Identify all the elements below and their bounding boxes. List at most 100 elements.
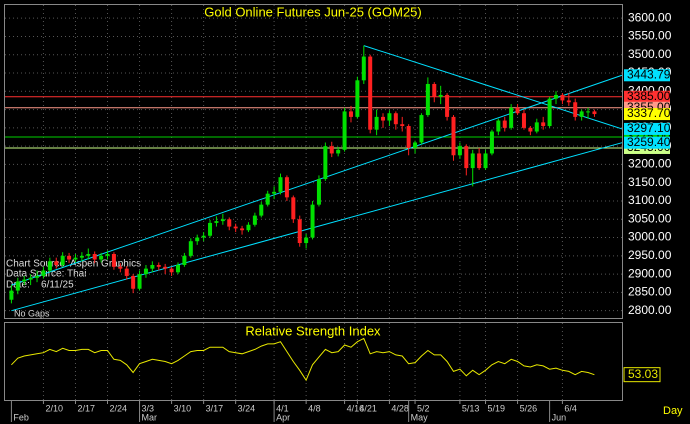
candle-body [586,111,591,113]
price-panel-frame [4,4,623,319]
chart-title: Gold Online Futures Jun-25 (GOM25) [204,4,421,19]
last-price-box [624,108,670,121]
candle-body [554,94,559,99]
candle-body [9,290,14,300]
candle-body [67,255,72,260]
rsi-label-box [623,367,661,383]
candle-body [28,277,33,280]
level-label: 3385.00 [627,89,671,103]
candle-body [47,261,52,271]
x-tick-label: 3/10 [174,403,192,413]
candle-body [464,146,469,169]
candle-body [348,111,353,117]
candle-body [368,56,373,130]
y-tick-label: 2800.00 [628,303,672,317]
candle-body [393,113,398,125]
candle-body [15,281,20,291]
candle-body [291,197,296,220]
candle-body [150,264,155,269]
candle-body [451,116,456,156]
candle-body [131,275,136,289]
candle-body [220,219,225,222]
candle-body [387,113,392,121]
y-tick-label: 3000.00 [628,230,672,244]
candle-body [22,279,27,282]
candle-body [156,264,161,267]
candle-body [329,146,334,154]
x-tick-label: 3/3 [142,403,155,413]
candle-body [534,122,539,132]
candle-body [124,268,129,276]
candle-body [240,228,245,231]
candle-body [169,268,174,273]
trendline [363,45,623,130]
candle-body [425,83,430,116]
x-tick-label: 5/26 [520,403,538,413]
candle-body [304,237,309,244]
candle-body [355,80,360,117]
trendline-label: 3259.40 [627,135,671,149]
candle-body [310,204,315,238]
candle-body [496,120,501,132]
candle-body [438,94,443,97]
candle-body [60,255,65,265]
candle-body [400,124,405,127]
candle-body [99,255,104,260]
y-tick-label: 2900.00 [628,266,672,280]
candle-body [528,127,533,132]
candle-body [566,100,571,103]
candle-body [79,255,84,258]
trendline [11,142,623,312]
candle-body [163,266,168,269]
candle-body [521,113,526,128]
trendline-label: 3443.79 [627,67,671,81]
candle-body [374,116,379,130]
candle-body [470,153,475,169]
candle-body [278,177,283,192]
y-tick-label: 2950.00 [628,248,672,262]
candle-body [233,226,238,229]
candle-body [592,111,597,115]
candle-body [316,179,321,205]
candle-body [323,146,328,180]
candle-body [111,254,116,267]
candle-body [214,221,219,223]
indicator-panel-frame [4,322,623,401]
trendline-label-box [624,122,670,135]
y-tick-label: 3600.00 [628,10,672,24]
candle-body [457,146,462,156]
month-label: Apr [276,412,290,422]
x-tick-label: 6/4 [564,403,577,413]
candle-body [502,120,507,128]
candle-body [182,255,187,265]
candle-body [35,275,40,278]
indicator-title: Relative Strength Index [245,323,381,338]
source-note: Date: 6/11/25 [6,280,74,291]
candle-body [284,177,289,198]
candle-body [54,261,59,265]
candle-body [208,222,213,236]
candle-body [86,254,91,256]
month-label: May [411,412,429,422]
candle-body [483,153,488,169]
candle-body [252,215,257,225]
candle-body [188,241,193,256]
trendline-label-box [624,136,670,149]
candle-body [509,107,514,128]
trendline-label-box [624,69,670,82]
x-tick-label: 5/13 [462,403,480,413]
candle-body [272,191,277,194]
trendline-label: 3297.10 [627,121,671,135]
y-tick-label: 3100.00 [628,193,672,207]
candle-body [560,94,565,101]
candle-body [175,264,180,273]
x-tick-label: 5/2 [417,403,430,413]
level-label-box [624,90,670,103]
y-tick-label: 3050.00 [628,211,672,225]
month-label: Jun [552,412,567,422]
x-tick-label: 2/10 [45,403,63,413]
y-tick-label: 3200.00 [628,157,672,171]
